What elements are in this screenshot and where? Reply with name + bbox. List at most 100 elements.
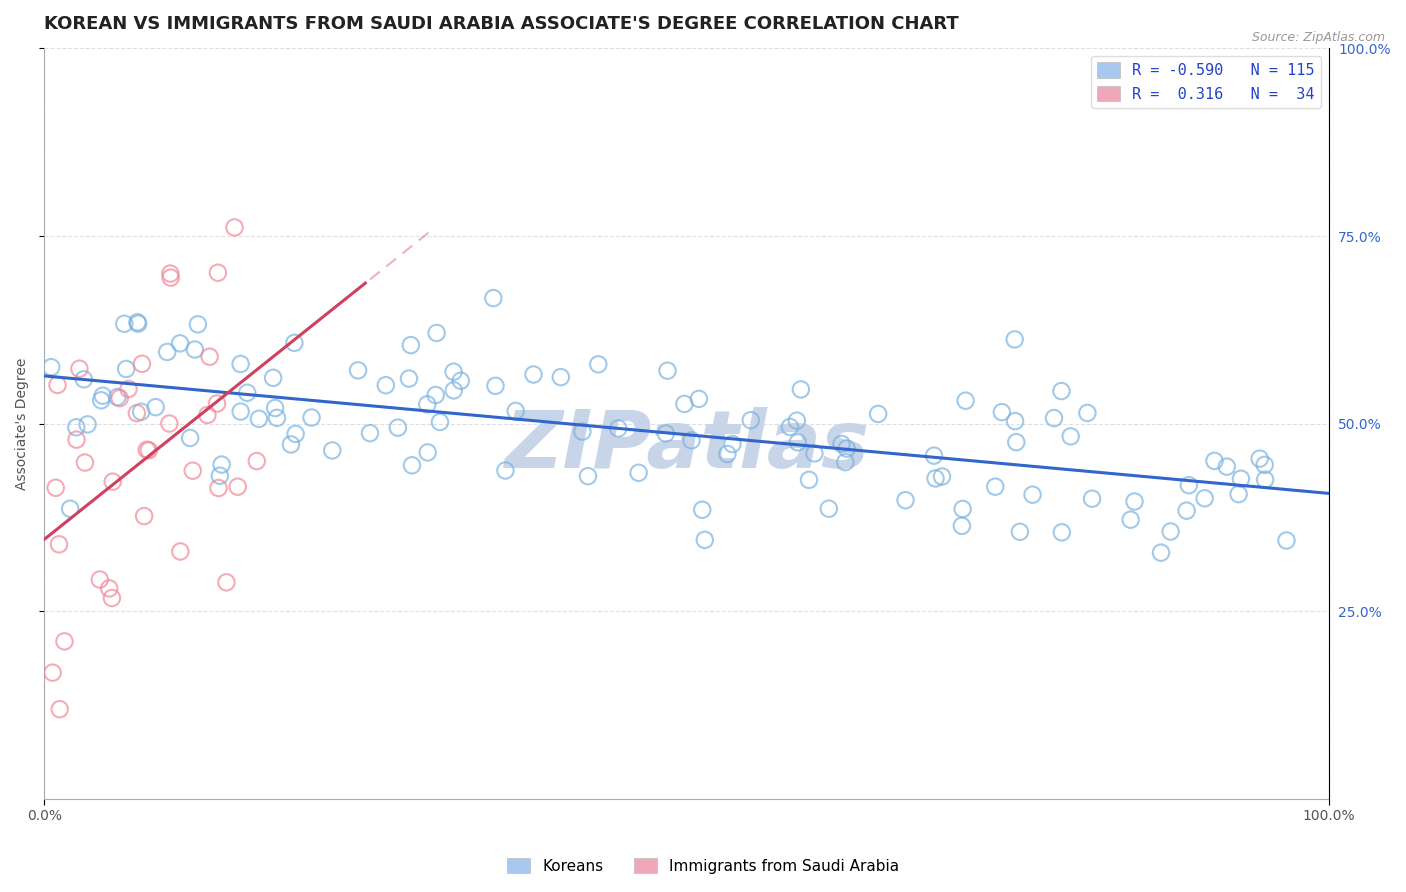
Point [67, 361, 90, 376]
Point [426, 326, 449, 340]
Point [108, 391, 131, 405]
Point [627, 466, 650, 480]
Point [59, 501, 82, 516]
Point [952, 502, 974, 516]
Point [359, 426, 381, 441]
Point [115, 362, 138, 376]
Point [73, 372, 96, 386]
Point [156, 345, 179, 359]
Point [416, 445, 439, 459]
Point [187, 318, 209, 332]
Point [105, 390, 128, 404]
Point [690, 502, 713, 516]
Point [831, 437, 853, 451]
Point [207, 266, 229, 280]
Point [48, 702, 70, 716]
Point [236, 385, 259, 400]
Point [443, 365, 465, 379]
Point [1021, 488, 1043, 502]
Point [1216, 459, 1239, 474]
Point [39, 360, 62, 375]
Point [224, 220, 246, 235]
Point [984, 480, 1007, 494]
Point [797, 473, 820, 487]
Point [1249, 451, 1271, 466]
Text: Source: ZipAtlas.com: Source: ZipAtlas.com [1251, 31, 1385, 45]
Point [790, 383, 813, 397]
Point [425, 388, 447, 402]
Point [522, 368, 544, 382]
Point [208, 468, 231, 483]
Point [803, 446, 825, 460]
Point [65, 420, 87, 434]
Point [1230, 472, 1253, 486]
Point [693, 533, 716, 547]
Point [416, 397, 439, 411]
Text: KOREAN VS IMMIGRANTS FROM SAUDI ARABIA ASSOCIATE'S DEGREE CORRELATION CHART: KOREAN VS IMMIGRANTS FROM SAUDI ARABIA A… [44, 15, 959, 33]
Point [1060, 429, 1083, 443]
Point [101, 475, 124, 489]
Point [197, 408, 219, 422]
Point [280, 437, 302, 451]
Point [1150, 546, 1173, 560]
Point [1004, 333, 1026, 347]
Point [1175, 503, 1198, 517]
Point [786, 435, 808, 450]
Point [1081, 491, 1104, 506]
Point [53, 634, 76, 648]
Point [73, 456, 96, 470]
Point [1076, 406, 1098, 420]
Point [169, 544, 191, 558]
Point [1254, 473, 1277, 487]
Point [181, 464, 204, 478]
Point [399, 338, 422, 352]
Point [1253, 458, 1275, 472]
Y-axis label: Associate's Degree: Associate's Degree [15, 358, 30, 490]
Point [955, 393, 977, 408]
Point [950, 519, 973, 533]
Point [1043, 411, 1066, 425]
Point [76, 417, 98, 432]
Point [1008, 524, 1031, 539]
Point [1004, 414, 1026, 428]
Point [740, 413, 762, 427]
Point [991, 405, 1014, 419]
Point [215, 575, 238, 590]
Point [246, 454, 269, 468]
Point [247, 412, 270, 426]
Point [571, 425, 593, 439]
Point [211, 458, 233, 472]
Point [198, 350, 221, 364]
Point [482, 291, 505, 305]
Point [894, 493, 917, 508]
Point [1005, 435, 1028, 450]
Point [157, 417, 180, 431]
Point [159, 270, 181, 285]
Point [588, 357, 610, 371]
Point [207, 481, 229, 495]
Point [387, 420, 409, 434]
Point [266, 410, 288, 425]
Point [145, 400, 167, 414]
Text: ZIPatlas: ZIPatlas [503, 408, 869, 485]
Point [607, 421, 630, 435]
Point [347, 363, 370, 377]
Point [226, 480, 249, 494]
Point [205, 396, 228, 410]
Point [321, 443, 343, 458]
Point [283, 335, 305, 350]
Point [1275, 533, 1298, 548]
Point [90, 393, 112, 408]
Point [931, 469, 953, 483]
Point [134, 509, 156, 524]
Point [1204, 454, 1226, 468]
Point [1050, 384, 1073, 398]
Point [1227, 487, 1250, 501]
Point [835, 442, 858, 456]
Point [1178, 478, 1201, 492]
Point [655, 426, 678, 441]
Point [138, 443, 160, 458]
Point [494, 463, 516, 477]
Point [112, 317, 135, 331]
Point [264, 401, 287, 415]
